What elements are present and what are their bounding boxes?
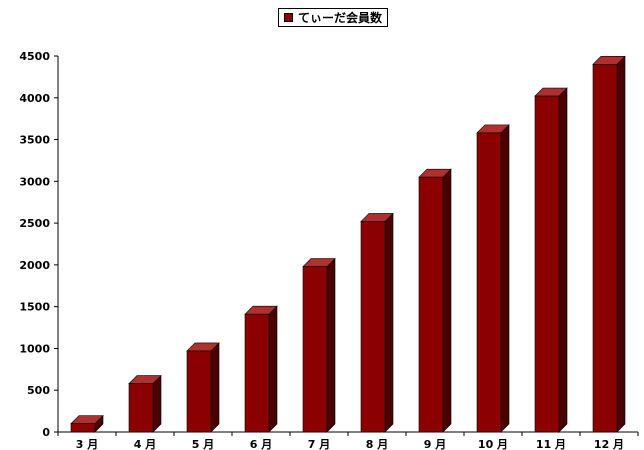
bar bbox=[592, 55, 626, 433]
y-tick-label: 500 bbox=[27, 384, 50, 397]
y-tick-label: 1500 bbox=[19, 301, 50, 314]
y-tick-label: 4500 bbox=[19, 50, 50, 63]
bar-front bbox=[476, 132, 502, 433]
bar-side bbox=[616, 55, 626, 433]
y-tick-label: 0 bbox=[42, 426, 50, 439]
x-tick-label: 7 月 bbox=[308, 438, 330, 450]
x-tick-label: 8 月 bbox=[366, 438, 388, 450]
bar bbox=[476, 124, 510, 433]
bar bbox=[534, 87, 568, 433]
bar bbox=[186, 342, 220, 433]
bar-front bbox=[244, 313, 270, 433]
bar-front bbox=[534, 95, 560, 433]
bar-side bbox=[384, 212, 394, 433]
bar-front bbox=[592, 64, 618, 433]
x-tick-label: 4 月 bbox=[134, 438, 156, 450]
bar-front bbox=[128, 383, 154, 433]
y-tick-label: 3000 bbox=[19, 175, 50, 188]
bar bbox=[70, 414, 104, 433]
chart-bars bbox=[70, 55, 626, 433]
bar-side bbox=[210, 342, 220, 433]
x-tick-label: 3 月 bbox=[76, 438, 98, 450]
bar-side bbox=[326, 257, 336, 433]
bar-front bbox=[70, 423, 96, 433]
x-tick-label: 12 月 bbox=[594, 438, 624, 450]
bar bbox=[302, 257, 336, 433]
bar-front bbox=[302, 266, 328, 433]
chart-legend: てぃーだ会員数 bbox=[278, 8, 389, 27]
bar-side bbox=[558, 87, 568, 433]
bar-front bbox=[418, 176, 444, 433]
y-tick-label: 2500 bbox=[19, 217, 50, 230]
bar bbox=[128, 374, 162, 433]
bar-front bbox=[360, 221, 386, 433]
bar bbox=[244, 305, 278, 433]
y-tick-label: 1000 bbox=[19, 342, 50, 355]
bar-front bbox=[186, 350, 212, 433]
chart-labels: 0 500 1000 1500 2000 2500 3000 3500 4000 4500 3 月 4… bbox=[19, 50, 624, 450]
x-tick-label: 6 月 bbox=[250, 438, 272, 450]
y-tick-label: 4000 bbox=[19, 92, 50, 105]
bar-side bbox=[268, 305, 278, 433]
bar-side bbox=[500, 124, 510, 433]
legend-label: てぃーだ会員数 bbox=[298, 11, 383, 25]
bar bbox=[360, 212, 394, 433]
y-tick-label: 2000 bbox=[19, 259, 50, 272]
y-tick-label: 3500 bbox=[19, 134, 50, 147]
x-tick-label: 11 月 bbox=[536, 438, 566, 450]
bar-side bbox=[442, 168, 452, 433]
legend-swatch bbox=[284, 13, 293, 22]
x-tick-label: 9 月 bbox=[424, 438, 446, 450]
x-tick-label: 5 月 bbox=[192, 438, 214, 450]
x-tick-label: 10 月 bbox=[478, 438, 508, 450]
bar bbox=[418, 168, 452, 433]
bar-side bbox=[152, 374, 162, 433]
